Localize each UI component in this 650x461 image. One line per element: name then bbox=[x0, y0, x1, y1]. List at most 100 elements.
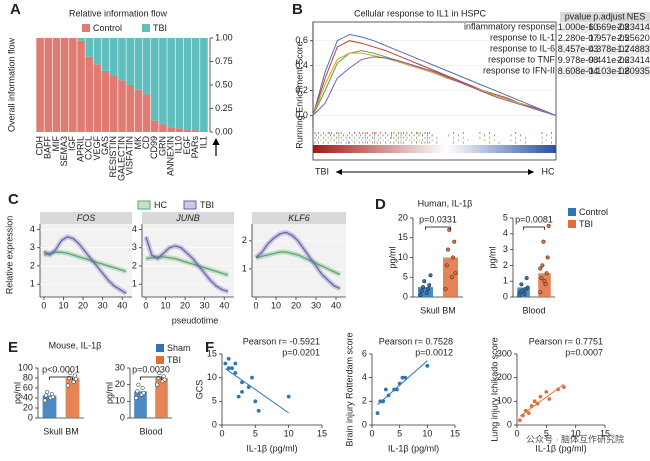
data-point bbox=[532, 399, 537, 404]
x-tick-label: VISFATIN bbox=[125, 136, 135, 175]
data-point bbox=[545, 255, 550, 260]
x-tick-label: 30 bbox=[311, 300, 321, 310]
table-cell: 8.457e-03 bbox=[558, 44, 599, 54]
table-cell: 4.378e-02 bbox=[589, 44, 630, 54]
x-tick-label: 0 bbox=[253, 300, 258, 310]
y-tick-label: 0 bbox=[28, 412, 33, 422]
table-row-bg bbox=[560, 22, 650, 33]
x-tick-label: 5 bbox=[397, 428, 402, 438]
bar-segment bbox=[167, 127, 175, 132]
data-point bbox=[50, 394, 56, 400]
x-tick-label: 40 bbox=[219, 300, 229, 310]
axis-label: pseudotime bbox=[172, 315, 219, 325]
strip-label: JUNB bbox=[175, 213, 200, 223]
es-line bbox=[312, 56, 557, 117]
legend-swatch bbox=[183, 200, 197, 210]
data-point bbox=[375, 411, 380, 416]
data-point bbox=[419, 289, 424, 294]
data-point bbox=[519, 282, 524, 287]
x-tick-label: CXCL bbox=[84, 136, 94, 160]
x-tick-label: GAS bbox=[100, 136, 110, 155]
table-cell: 2.280e-07 bbox=[558, 33, 599, 43]
bar-segment bbox=[142, 38, 151, 95]
y-tick-label: 10 bbox=[398, 252, 408, 262]
y-tick-label: 0 bbox=[212, 419, 217, 429]
legend-label: response to TNF bbox=[488, 54, 555, 64]
legend-label: Control bbox=[579, 207, 608, 217]
data-point bbox=[538, 266, 543, 271]
bar-segment bbox=[167, 38, 175, 128]
bar-segment bbox=[126, 38, 134, 85]
strip bbox=[252, 212, 346, 224]
data-point bbox=[226, 366, 231, 371]
chart-title: Cellular response to IL1 in HSPC bbox=[354, 8, 487, 18]
data-point bbox=[522, 291, 527, 296]
y-tick-label: 0.00 bbox=[215, 126, 233, 136]
stat-label: p=0.0007 bbox=[565, 347, 603, 357]
x-tick-label: 0 bbox=[369, 428, 374, 438]
x-tick-label: IL10 bbox=[174, 136, 184, 154]
data-point bbox=[136, 382, 141, 387]
legend-label: TBI bbox=[153, 23, 167, 33]
y-tick-label: 15 bbox=[398, 232, 408, 242]
y-tick-label: 0.4 bbox=[295, 60, 308, 70]
data-point bbox=[72, 373, 77, 378]
x-tick-label: 20 bbox=[291, 300, 301, 310]
bar-segment bbox=[93, 38, 102, 65]
table-cell: 1.957e-05 bbox=[589, 33, 630, 43]
x-tick-label: 30 bbox=[98, 300, 108, 310]
x-tick-label: CD99 bbox=[149, 136, 159, 159]
data-point bbox=[226, 356, 231, 361]
chart-title: Mouse, IL-1β bbox=[49, 340, 102, 350]
es-line bbox=[312, 52, 557, 117]
sig-bracket bbox=[425, 226, 451, 230]
x-tick-label: 15 bbox=[450, 428, 460, 438]
data-point bbox=[400, 375, 405, 380]
x-tick-label: 10 bbox=[284, 428, 294, 438]
panel-bg bbox=[142, 224, 234, 297]
data-point bbox=[547, 397, 552, 401]
data-point bbox=[539, 275, 544, 281]
bar bbox=[155, 378, 168, 418]
data-point bbox=[420, 285, 426, 290]
axis-label: pg/ml bbox=[487, 246, 497, 268]
x-tick-label: 5 bbox=[544, 428, 549, 438]
y-tick-label: 10 bbox=[207, 372, 217, 382]
bar-segment bbox=[200, 38, 208, 132]
panel-letter: E bbox=[8, 339, 18, 356]
legend-swatch bbox=[156, 356, 164, 364]
x-tick-label: VEGF bbox=[92, 136, 102, 161]
panel-letter: F bbox=[205, 339, 214, 356]
data-point bbox=[425, 287, 431, 292]
y-tick-label: 0.2 bbox=[295, 85, 308, 95]
stat-label: Pearson r= 0.7751 bbox=[529, 336, 603, 346]
table-cell: 1.000e-10 bbox=[558, 22, 599, 32]
table-row-bg bbox=[560, 55, 650, 66]
y-tick-label: 60 bbox=[23, 382, 33, 392]
table-cell: 1.809356 bbox=[617, 66, 650, 76]
data-point bbox=[233, 361, 238, 366]
table-row-bg bbox=[560, 44, 650, 55]
legend-label: TBI bbox=[167, 355, 181, 365]
x-category: Skull BM bbox=[43, 426, 79, 436]
es-line bbox=[312, 33, 557, 116]
x-tick-label: 40 bbox=[117, 300, 127, 310]
y-tick-label: 0 bbox=[507, 419, 512, 429]
stat-label: p=0.0201 bbox=[282, 347, 320, 357]
panel-bg bbox=[40, 224, 132, 297]
y-tick-label: 2 bbox=[30, 260, 35, 270]
chart-title: Relative information flow bbox=[69, 8, 168, 18]
y-tick-label: 6 bbox=[362, 348, 367, 358]
data-point bbox=[524, 275, 529, 281]
y-tick-label: 1 bbox=[30, 279, 35, 289]
x-tick-label: 20 bbox=[180, 300, 190, 310]
y-tick-label: 3 bbox=[30, 242, 35, 252]
legend-label: inflammatory response bbox=[464, 21, 555, 31]
table-row-bg bbox=[560, 33, 650, 44]
data-point bbox=[256, 408, 261, 413]
data-point bbox=[453, 271, 458, 276]
bar-segment bbox=[44, 38, 53, 132]
x-tick-label: EGF bbox=[182, 136, 192, 155]
x-category: Skull BM bbox=[420, 305, 456, 315]
arrow-head bbox=[212, 138, 220, 145]
